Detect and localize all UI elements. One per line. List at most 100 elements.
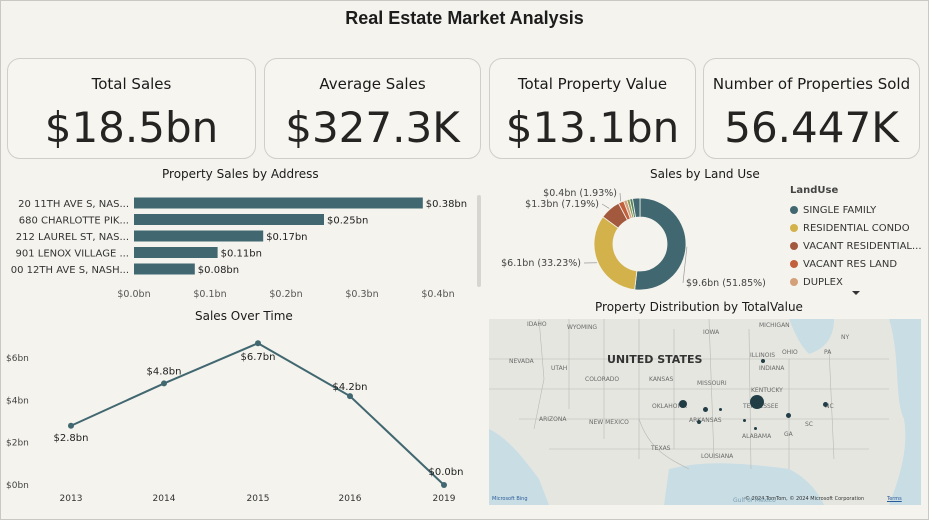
x-tick-label: $0.2bn — [269, 289, 302, 300]
map-state-label: TEXAS — [651, 445, 671, 452]
line-point[interactable] — [255, 340, 261, 347]
donut-leader-line — [601, 203, 610, 209]
map-state-label: LOUISIANA — [701, 453, 734, 460]
map-bubble[interactable] — [703, 407, 708, 412]
map-title: Property Distribution by TotalValue — [595, 300, 803, 314]
donut-data-label: $6.1bn (33.23%) — [501, 258, 581, 269]
map-state-label: SC — [805, 421, 813, 428]
map-water-label: Gulf of Mexico — [733, 497, 776, 504]
x-tick-label: $0.0bn — [117, 289, 150, 300]
line-data-label: $0.0bn — [429, 467, 464, 478]
x-tick-label: $0.3bn — [345, 289, 378, 300]
bar[interactable] — [134, 230, 264, 242]
line-data-label: $2.8bn — [54, 433, 89, 444]
sales-over-time-line-chart[interactable]: $0bn $2bn $4bn $6bn $2.8bn 2013 $4.8bn 2014 $6.7… — [0, 325, 480, 510]
legend-label: VACANT RES LAND — [803, 258, 898, 270]
donut-leader-line — [682, 246, 688, 284]
map-state-label: NC — [825, 403, 834, 410]
bing-logo: Microsoft Bing — [492, 496, 528, 502]
line-point[interactable] — [68, 422, 74, 429]
legend-item[interactable]: DUPLEX — [790, 273, 922, 291]
map-bubble[interactable] — [679, 400, 687, 408]
x-tick-label: 2015 — [247, 494, 270, 504]
sales-line — [70, 342, 445, 486]
bar-category-label: 20 11TH AVE S, NAS... — [18, 199, 129, 210]
dashboard-title: Real Estate Market Analysis — [345, 8, 584, 28]
map-bubble[interactable] — [719, 408, 722, 411]
bar-data-label: $0.25bn — [327, 216, 368, 227]
line-point[interactable] — [347, 393, 353, 400]
kpi-card-total-property-value[interactable]: Total Property Value $13.1bn — [489, 58, 696, 159]
bar-category-label: 680 CHARLOTTE PIK... — [19, 216, 129, 227]
donut-data-label: $1.3bn (7.19%) — [525, 199, 599, 210]
bar[interactable] — [134, 214, 324, 225]
address-bar-chart[interactable]: 20 11TH AVE S, NAS... $0.38bn 680 CHARLOTT… — [0, 185, 480, 303]
legend-label: RESIDENTIAL CONDO — [803, 222, 910, 234]
kpi-label: Total Property Value — [517, 75, 668, 93]
legend-item[interactable]: VACANT RESIDENTIAL... — [790, 237, 922, 255]
map-state-label: KANSAS — [649, 376, 674, 383]
map-state-label: ILLINOIS — [750, 352, 776, 359]
kpi-value: $327.3K — [285, 103, 460, 152]
legend-label: SINGLE FAMILY — [803, 204, 877, 216]
map-state-label: MISSOURI — [697, 380, 727, 387]
legend-swatch — [790, 260, 798, 268]
y-tick-label: $4bn — [6, 396, 29, 406]
legend-item[interactable]: RESIDENTIAL CONDO — [790, 219, 922, 237]
map-state-label: IOWA — [703, 329, 720, 336]
map-state-label: NEW MEXICO — [589, 419, 629, 426]
legend-swatch — [790, 278, 798, 286]
landuse-donut-chart[interactable]: $9.6bn (51.85%) $6.1bn (33.23%) $1.3bn (7.… — [489, 183, 789, 298]
bar-data-label: $0.08bn — [198, 265, 239, 276]
bar-chart-scrollbar[interactable] — [477, 195, 481, 287]
bar-category-label: 00 12TH AVE S, NASH... — [11, 265, 129, 276]
kpi-card-properties-sold[interactable]: Number of Properties Sold 56.447K — [703, 58, 920, 159]
map-bubble[interactable] — [754, 427, 757, 430]
map-terms-link[interactable]: Terms — [887, 496, 902, 502]
legend-scroll-down-icon[interactable] — [852, 291, 860, 295]
map-bubble[interactable] — [750, 395, 764, 409]
y-tick-label: $6bn — [6, 354, 29, 364]
x-tick-label: 2013 — [60, 494, 83, 504]
donut-slice[interactable] — [634, 197, 687, 291]
donut-data-label: $0.4bn (1.93%) — [543, 188, 617, 199]
map-state-label: UTAH — [551, 365, 568, 372]
kpi-label: Number of Properties Sold — [712, 75, 911, 93]
map-bubble[interactable] — [697, 420, 701, 424]
kpi-card-total-sales[interactable]: Total Sales $18.5bn — [7, 58, 256, 159]
line-data-label: $4.2bn — [333, 382, 368, 393]
kpi-value: $18.5bn — [44, 103, 219, 152]
map-terrain — [489, 319, 921, 505]
map-state-label: IDAHO — [527, 321, 547, 328]
map-bubble[interactable] — [786, 413, 791, 418]
bar[interactable] — [134, 263, 195, 275]
map-state-label: NEVADA — [509, 358, 534, 365]
line-point[interactable] — [161, 380, 167, 387]
legend-item[interactable]: VACANT RES LAND — [790, 255, 922, 273]
map-state-label: NY — [841, 334, 850, 341]
x-tick-label: 2014 — [153, 494, 176, 504]
map-state-label: INDIANA — [759, 365, 785, 372]
us-map[interactable]: IDAHO WYOMING NEVADA UTAH COLORADO ARIZO… — [489, 319, 921, 505]
legend-swatch — [790, 224, 798, 232]
legend-item[interactable]: SINGLE FAMILY — [790, 201, 922, 219]
address-chart-title: Property Sales by Address — [162, 167, 319, 181]
map-bubble[interactable] — [823, 402, 828, 407]
bar[interactable] — [134, 197, 423, 209]
map-bubble[interactable] — [743, 419, 746, 422]
bar[interactable] — [134, 247, 218, 258]
map-bubble[interactable] — [761, 359, 765, 363]
line-point[interactable] — [441, 482, 447, 488]
map-state-label: WYOMING — [567, 324, 598, 331]
y-tick-label: $2bn — [6, 439, 29, 449]
map-state-label: COLORADO — [585, 376, 620, 383]
line-data-label: $6.7bn — [241, 352, 276, 363]
map-state-label: OKLAHOMA — [652, 403, 687, 410]
kpi-value: $13.1bn — [505, 103, 680, 152]
x-tick-label: $0.1bn — [193, 289, 226, 300]
map-state-label: ARKANSAS — [689, 417, 722, 424]
map-state-label: KENTUCKY — [751, 387, 783, 394]
donut-slice[interactable] — [632, 197, 641, 218]
donut-slice[interactable] — [593, 216, 638, 291]
kpi-card-average-sales[interactable]: Average Sales $327.3K — [264, 58, 481, 159]
